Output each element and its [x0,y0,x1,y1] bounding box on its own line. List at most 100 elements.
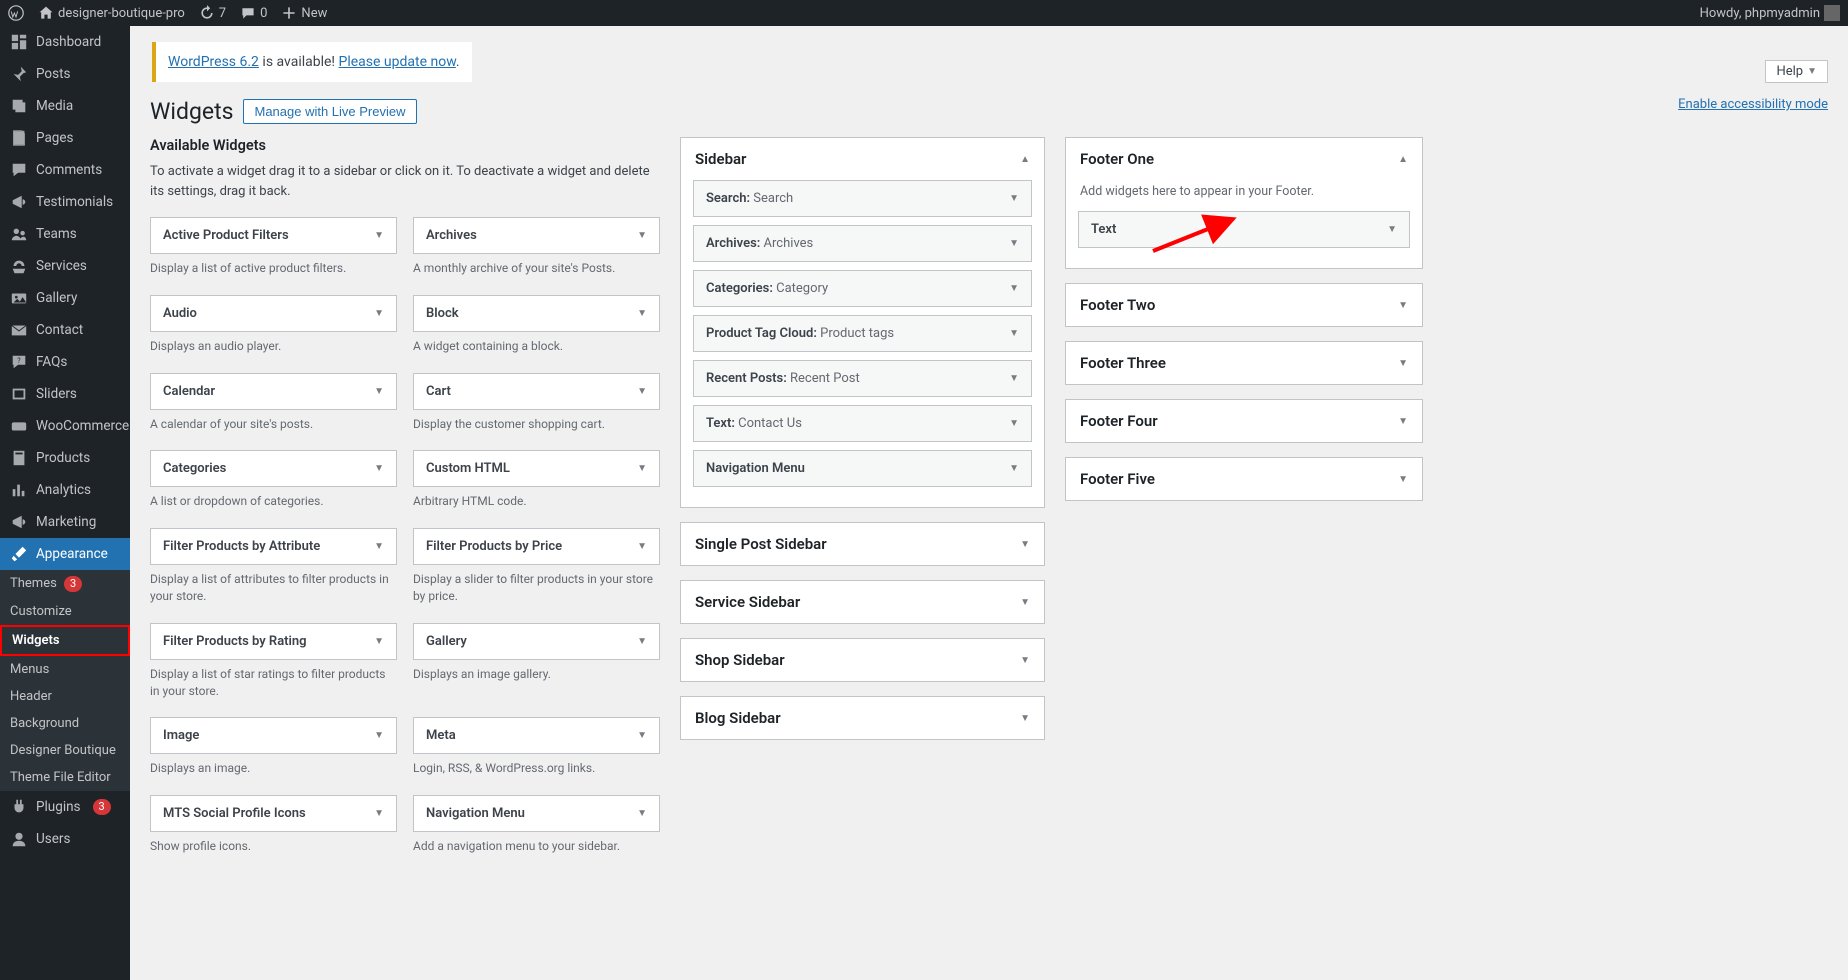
panel-header[interactable]: Footer Five▼ [1066,458,1422,500]
available-widget[interactable]: Cart▼ [413,373,660,410]
submenu-item-header[interactable]: Header [0,683,130,710]
widget-title: Gallery [426,634,467,649]
panel-header[interactable]: Footer Two▼ [1066,284,1422,326]
available-widget[interactable]: MTS Social Profile Icons ▼ [150,795,397,832]
widget-title: Meta [426,728,456,743]
available-widget[interactable]: Categories ▼ [150,450,397,487]
menu-item-dashboard[interactable]: Dashboard [0,26,130,58]
menu-item-gallery[interactable]: Gallery [0,282,130,314]
menu-item-services[interactable]: Services [0,250,130,282]
site-name-link[interactable]: designer-boutique-pro [38,5,185,21]
help-button[interactable]: Help ▼ [1765,60,1828,83]
widget-area-single-post-sidebar: Single Post Sidebar▼ [680,522,1045,566]
available-widget[interactable]: Filter Products by Rating▼ [150,623,397,660]
chevron-down-icon: ▼ [1807,66,1817,77]
menu-label: Teams [36,226,77,242]
widget-description: Displays an image gallery. [413,666,660,683]
wp-version-link[interactable]: WordPress 6.2 [168,54,259,70]
menu-item-comments[interactable]: Comments [0,154,130,186]
chevron-down-icon: ▼ [374,463,384,474]
widget-description: Displays an audio player. [150,338,397,355]
menu-item-contact[interactable]: Contact [0,314,130,346]
widget-title: Audio [163,306,197,321]
available-widget[interactable]: Navigation Menu▼ [413,795,660,832]
widget-title: Categories [163,461,226,476]
menu-label: Comments [36,162,102,178]
placed-widget[interactable]: Search: Search▼ [693,180,1032,217]
panel-header[interactable]: Single Post Sidebar▼ [681,523,1044,565]
available-widget[interactable]: Image▼ [150,717,397,754]
available-widget[interactable]: Custom HTML▼ [413,450,660,487]
widget-description: Arbitrary HTML code. [413,493,660,510]
panel-header[interactable]: Shop Sidebar▼ [681,639,1044,681]
comments-link[interactable]: 0 [240,5,267,21]
live-preview-button[interactable]: Manage with Live Preview [243,99,416,124]
panel-header[interactable]: Sidebar▲ [681,138,1044,180]
placed-widget[interactable]: Text▼ [1078,211,1410,248]
widget-title: MTS Social Profile Icons [163,806,306,821]
available-widget[interactable]: Audio▼ [150,295,397,332]
submenu-item-themes[interactable]: Themes 3 [0,570,130,598]
new-link[interactable]: New [281,5,327,21]
widget-area-footer-four: Footer Four▼ [1065,399,1423,443]
menu-item-media[interactable]: Media [0,90,130,122]
howdy-link[interactable]: Howdy, phpmyadmin [1700,5,1840,21]
available-widget[interactable]: Block▼ [413,295,660,332]
panel-header[interactable]: Service Sidebar▼ [681,581,1044,623]
available-widget[interactable]: Filter Products by Attribute▼ [150,528,397,565]
placed-widget[interactable]: Navigation Menu▼ [693,450,1032,487]
menu-label: Media [36,98,73,114]
widget-title: Filter Products by Rating [163,634,307,649]
chevron-icon: ▼ [1398,474,1408,485]
menu-item-posts[interactable]: Posts [0,58,130,90]
submenu-item-designer-boutique[interactable]: Designer Boutique [0,737,130,764]
panel-header[interactable]: Footer Four▼ [1066,400,1422,442]
chevron-down-icon: ▼ [374,541,384,552]
submenu-item-customize[interactable]: Customize [0,598,130,625]
available-widget[interactable]: Gallery▼ [413,623,660,660]
panel-header[interactable]: Footer One▲ [1066,138,1422,180]
accessibility-link[interactable]: Enable accessibility mode [1678,97,1828,112]
new-label: New [301,6,327,21]
menu-item-products[interactable]: Products [0,442,130,474]
chevron-down-icon: ▼ [1009,463,1019,474]
menu-item-woocommerce[interactable]: WooCommerce [0,410,130,442]
wp-logo[interactable] [8,5,24,21]
menu-label: Users [36,831,70,847]
panel-header[interactable]: Blog Sidebar▼ [681,697,1044,739]
update-now-link[interactable]: Please update now [339,54,456,70]
placed-widget[interactable]: Archives: Archives▼ [693,225,1032,262]
menu-label: Pages [36,130,74,146]
submenu-item-theme-file-editor[interactable]: Theme File Editor [0,764,130,791]
available-widget[interactable]: Archives▼ [413,217,660,254]
widget-description: Add a navigation menu to your sidebar. [413,838,660,855]
widget-description: A list or dropdown of categories. [150,493,397,510]
submenu-item-menus[interactable]: Menus [0,656,130,683]
placed-widget[interactable]: Categories: Category▼ [693,270,1032,307]
available-widget[interactable]: Meta▼ [413,717,660,754]
available-widget[interactable]: Active Product Filters▼ [150,217,397,254]
menu-item-sliders[interactable]: Sliders [0,378,130,410]
panel-header[interactable]: Footer Three▼ [1066,342,1422,384]
menu-item-teams[interactable]: Teams [0,218,130,250]
placed-widget[interactable]: Text: Contact Us▼ [693,405,1032,442]
submenu-item-background[interactable]: Background [0,710,130,737]
chevron-down-icon: ▼ [374,808,384,819]
menu-item-appearance[interactable]: Appearance [0,538,130,570]
menu-item-pages[interactable]: Pages [0,122,130,154]
panel-title: Sidebar [695,150,746,168]
menu-item-testimonials[interactable]: Testimonials [0,186,130,218]
placed-widget[interactable]: Recent Posts: Recent Post▼ [693,360,1032,397]
available-widget[interactable]: Calendar▼ [150,373,397,410]
menu-item-analytics[interactable]: Analytics [0,474,130,506]
menu-item-users[interactable]: Users [0,823,130,855]
updates-link[interactable]: 7 [199,5,226,21]
menu-item-marketing[interactable]: Marketing [0,506,130,538]
menu-item-faqs[interactable]: ?FAQs [0,346,130,378]
menu-label: WooCommerce [36,418,129,434]
submenu-item-widgets[interactable]: Widgets [0,625,130,656]
placed-widget[interactable]: Product Tag Cloud: Product tags▼ [693,315,1032,352]
menu-item-plugins[interactable]: Plugins3 [0,791,130,823]
placed-label: Recent Posts: Recent Post [706,371,860,386]
available-widget[interactable]: Filter Products by Price▼ [413,528,660,565]
